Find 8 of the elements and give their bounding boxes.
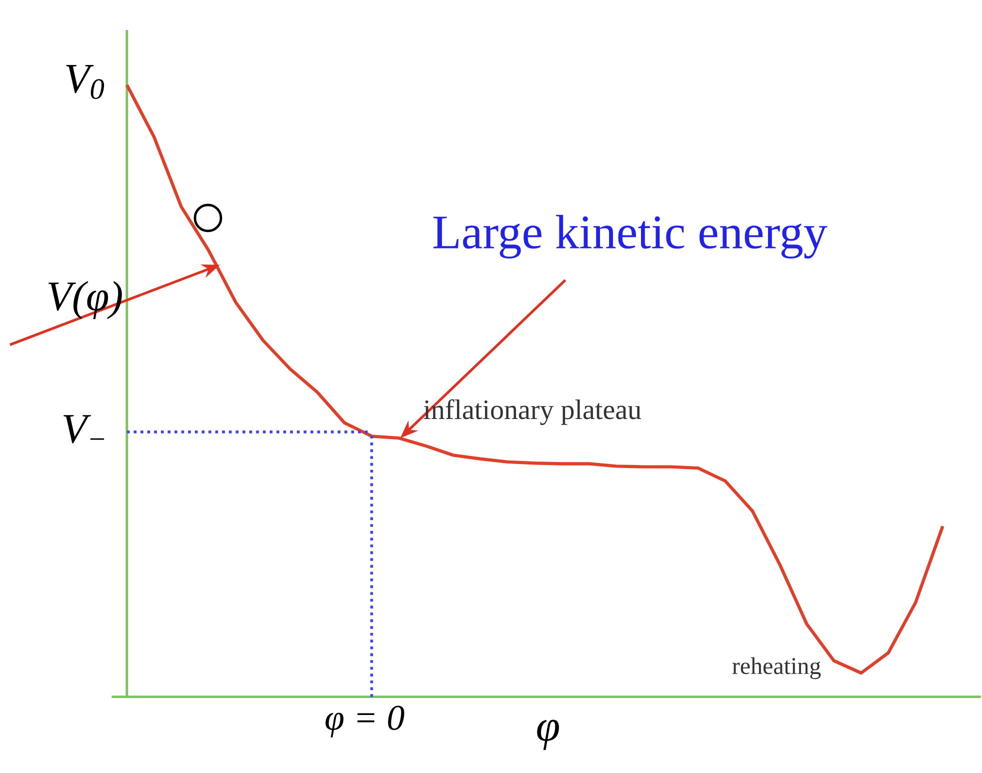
annotation: reheating <box>732 657 821 680</box>
text: φ = 0 <box>326 706 404 738</box>
ref-line-label: V$_{−}$ <box>64 415 104 444</box>
annotation: Large kinetic energy <box>433 214 828 259</box>
annotation: V(φ) <box>48 281 122 320</box>
x-axis-title: φ <box>537 720 559 750</box>
text: V$_{0}$ <box>66 65 104 100</box>
annotation: inflationary plateau <box>424 399 642 426</box>
